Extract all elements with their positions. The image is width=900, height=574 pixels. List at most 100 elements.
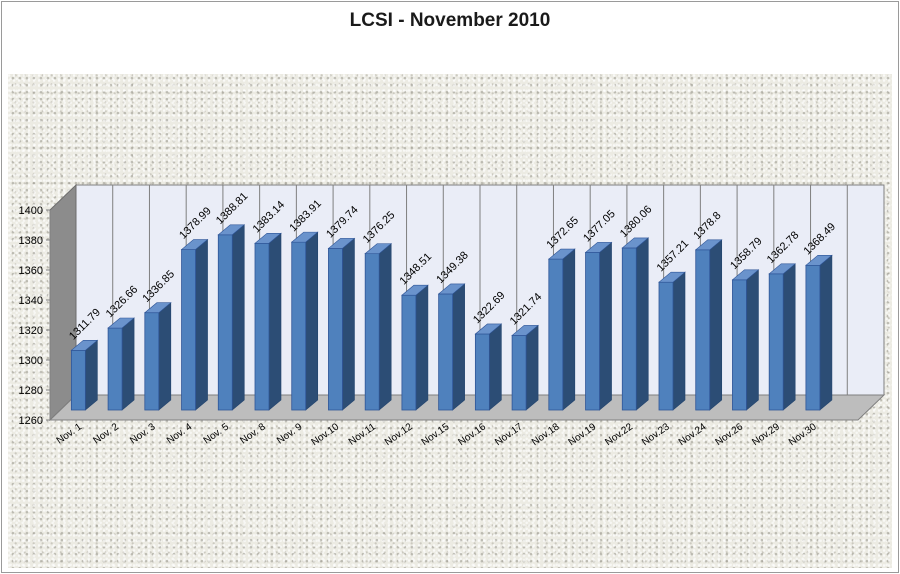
category-label: Nov. 5 [202, 421, 232, 446]
bar [511, 324, 539, 411]
category-label: Nov.19 [567, 421, 599, 448]
y-tick-label: 1260 [19, 415, 43, 427]
bar [70, 339, 99, 411]
chart-floor [48, 394, 886, 421]
category-label: Nov. 4 [165, 421, 195, 446]
bar-top [290, 231, 319, 243]
bar-front [511, 334, 527, 411]
bar-front [695, 249, 711, 411]
bar-top [547, 248, 576, 260]
bar-front [548, 258, 564, 411]
bar-side [158, 302, 172, 411]
bar [437, 283, 466, 411]
bar-front [254, 242, 270, 411]
category-label: Nov.15 [420, 421, 452, 448]
bar-side [452, 283, 465, 411]
bar [658, 271, 686, 411]
bar-front [805, 264, 821, 411]
bar-front [107, 327, 123, 411]
bar-front [401, 294, 417, 411]
category-label: Nov.22 [603, 421, 635, 448]
y-tick-label: 1300 [19, 355, 43, 367]
bar [254, 232, 282, 411]
bar-front [658, 281, 674, 411]
bar-top [768, 263, 797, 275]
bar-top [401, 284, 429, 296]
bar-front [732, 279, 747, 411]
category-label: Nov.16 [456, 421, 488, 448]
category-label: Nov.26 [714, 421, 746, 448]
category-label: Nov.10 [310, 421, 342, 448]
bar [401, 284, 429, 411]
bar-top [107, 317, 135, 329]
chart-title: LCSI - November 2010 [349, 10, 551, 31]
bar [621, 237, 650, 411]
bar-side [782, 263, 796, 411]
bar-top [217, 224, 246, 236]
bar-side [195, 238, 208, 411]
bar-top [694, 239, 723, 251]
y-tick-label: 1320 [19, 325, 43, 337]
category-label: Nov.17 [493, 421, 525, 448]
bar-top [731, 269, 760, 281]
bar-side [819, 254, 833, 411]
category-label: Nov.11 [347, 421, 378, 448]
bar [805, 254, 833, 411]
bar [364, 242, 393, 411]
category-label: Nov. 3 [128, 421, 158, 446]
bar [731, 269, 760, 411]
bar-front [144, 312, 160, 411]
bar [547, 248, 576, 411]
bar-front [181, 249, 196, 411]
category-label: Nov.23 [640, 421, 672, 448]
bar-side [305, 231, 319, 411]
bar [180, 238, 209, 411]
bar-top [658, 271, 686, 283]
bar-side [85, 339, 98, 411]
bar [290, 231, 319, 411]
bar-front [70, 349, 86, 411]
bar-side [415, 284, 429, 411]
y-tick-label: 1280 [19, 385, 43, 397]
bar-side [489, 323, 502, 411]
bar [768, 263, 797, 411]
bar-front [585, 252, 600, 411]
bar-side [672, 271, 686, 411]
bar-side [746, 269, 759, 411]
bar-front [217, 234, 233, 411]
bar-top [143, 302, 172, 314]
category-label: Nov.30 [787, 421, 819, 448]
bar-side [635, 237, 649, 411]
category-label: Nov.12 [383, 421, 415, 448]
bar-top [584, 242, 613, 253]
bar-side [709, 239, 723, 411]
y-tick-label: 1400 [19, 205, 43, 217]
category-label: Nov.24 [677, 421, 709, 448]
bar-top [70, 340, 99, 351]
bar-side [378, 242, 392, 411]
bar-side [599, 241, 612, 411]
bar-front [438, 293, 454, 411]
bar-top [180, 239, 209, 250]
bar-top [621, 237, 650, 249]
category-label: Nov. 9 [275, 421, 305, 446]
bar-front [474, 333, 490, 411]
bar-top [364, 243, 393, 254]
bar-top [805, 254, 833, 266]
bar-top [254, 232, 282, 244]
bar-top [327, 238, 356, 249]
bar-front [364, 253, 380, 411]
y-tick-label: 1340 [19, 295, 43, 307]
y-tick-label: 1380 [19, 235, 43, 247]
bar-top [437, 283, 466, 295]
bar [217, 224, 246, 411]
bar-side [121, 317, 135, 411]
bar-side [562, 248, 576, 411]
bar-side [268, 232, 282, 411]
category-label: Nov. 2 [91, 421, 121, 446]
bar-front [291, 241, 307, 411]
category-label: Nov. 1 [55, 421, 85, 446]
bar-front [328, 247, 343, 411]
y-tick-label: 1360 [19, 265, 43, 277]
